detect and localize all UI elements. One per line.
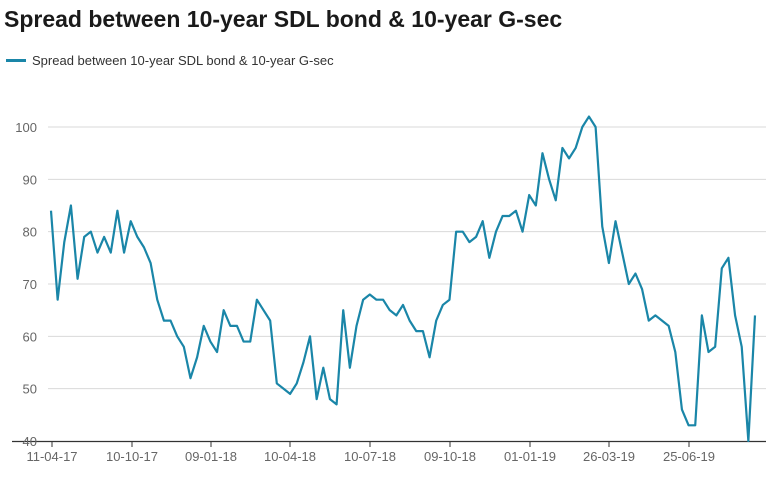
x-tick-label: 01-01-19: [504, 449, 556, 464]
legend: Spread between 10-year SDL bond & 10-yea…: [6, 53, 334, 68]
y-tick-label: 70: [23, 277, 37, 292]
x-tick-label: 25-06-19: [663, 449, 715, 464]
x-tick-label: 11-04-17: [26, 449, 77, 464]
x-tick-label: 10-10-17: [106, 449, 158, 464]
x-tick-label: 26-03-19: [583, 449, 635, 464]
series-line: [49, 115, 757, 443]
y-tick-label: 50: [23, 382, 37, 397]
legend-label: Spread between 10-year SDL bond & 10-yea…: [32, 53, 334, 68]
x-tick-label: 09-01-18: [185, 449, 237, 464]
y-tick-label: 40: [23, 434, 37, 449]
x-tick-label: 10-04-18: [264, 449, 316, 464]
x-tick-label: 10-07-18: [344, 449, 396, 464]
y-tick-labels: 40 50 60 70 80 90 100: [15, 120, 37, 449]
chart-title: Spread between 10-year SDL bond & 10-yea…: [4, 6, 563, 32]
grid-lines: [48, 126, 766, 390]
y-tick-label: 60: [23, 329, 37, 344]
y-tick-label: 90: [23, 172, 37, 187]
series: [49, 115, 757, 443]
x-tick-labels: 11-04-17 10-10-17 09-01-18 10-04-18 10-07-18…: [26, 441, 715, 464]
y-tick-label: 80: [23, 225, 37, 240]
y-tick-label: 100: [15, 120, 37, 135]
legend-swatch: [6, 59, 26, 62]
x-tick-label: 09-10-18: [424, 449, 476, 464]
